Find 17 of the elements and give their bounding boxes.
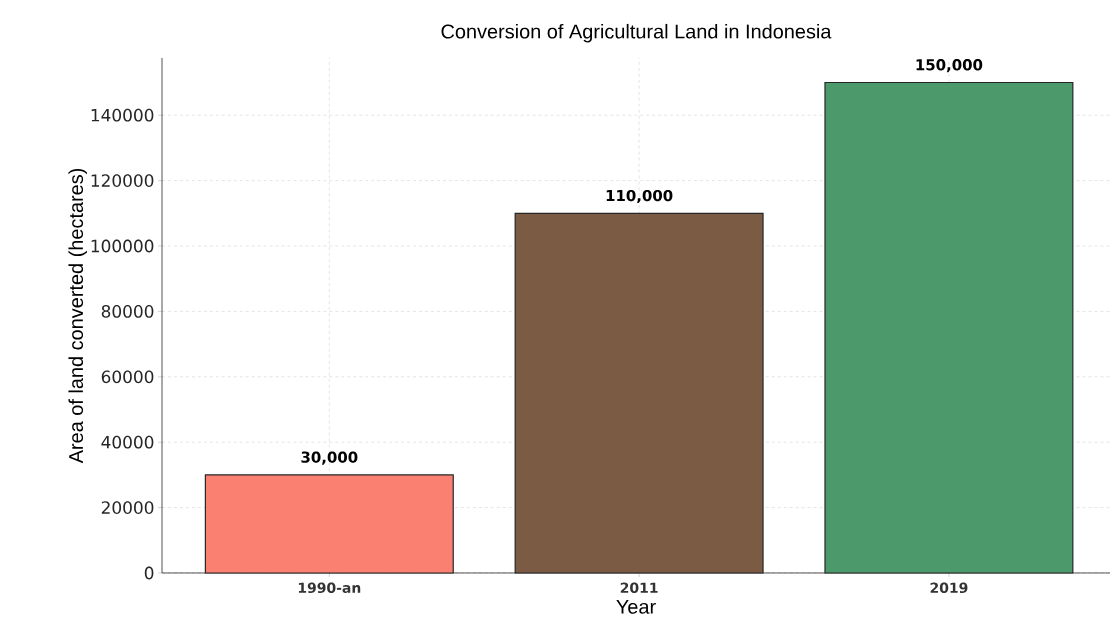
data-label: 30,000 [301, 451, 358, 465]
y-tick-label: 140000 [91, 108, 154, 122]
x-tick-label: 2019 [930, 582, 968, 594]
data-label: 110,000 [606, 189, 673, 204]
y-tick-label: 20000 [101, 501, 154, 514]
y-tick-label: 0 [144, 566, 154, 580]
y-axis-title: Area of land converted (hectares) [68, 168, 87, 464]
y-tick-label: 40000 [101, 435, 154, 449]
x-axis-title: Year [616, 599, 656, 614]
y-tick-label: 120000 [91, 174, 154, 187]
y-tick-label: 60000 [101, 370, 154, 384]
y-tick-label: 100000 [91, 239, 154, 253]
x-tick-label: 2011 [620, 582, 658, 594]
x-tick-label: 1990-an [298, 582, 361, 594]
y-tick-label: 80000 [101, 304, 154, 318]
chart-title: Conversion of Agricultural Land in Indonesia [441, 23, 832, 43]
data-label: 150,000 [916, 59, 983, 73]
